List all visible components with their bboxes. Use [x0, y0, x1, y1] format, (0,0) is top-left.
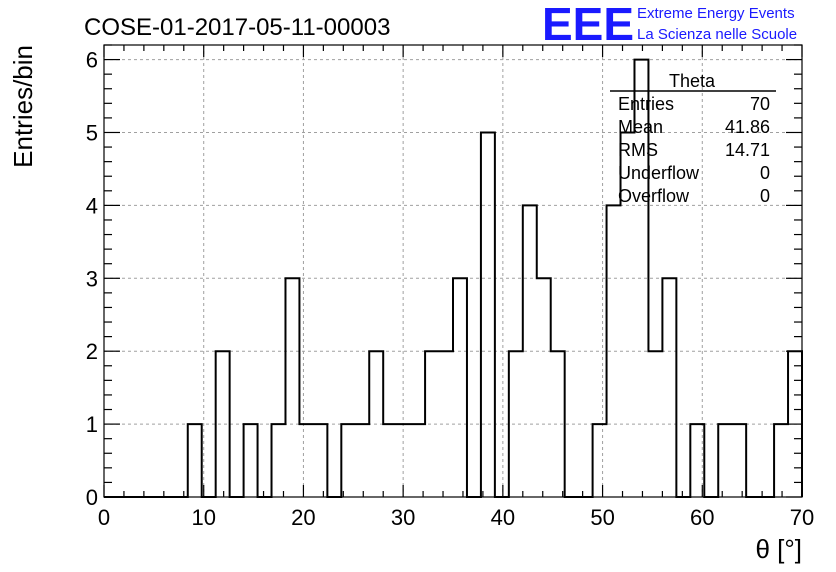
stats-row-label: RMS [618, 140, 658, 160]
y-tick-label: 2 [86, 339, 98, 364]
eee-logo: EEE [542, 0, 634, 50]
chart-title: COSE-01-2017-05-11-00003 [84, 14, 390, 41]
histogram-bin [718, 424, 732, 497]
histogram-bin [453, 278, 467, 497]
tick-labels: 0 10 20 30 40 50 60 70 0 1 2 3 4 5 6 [86, 48, 814, 530]
y-tick-label: 4 [86, 193, 98, 218]
x-tick-label: 60 [690, 505, 714, 530]
x-tick-label: 30 [391, 505, 415, 530]
histogram-bin [732, 424, 746, 497]
y-tick-label: 6 [86, 48, 98, 73]
stats-row-label: Mean [618, 117, 663, 137]
x-tick-label: 40 [491, 505, 515, 530]
x-tick-label: 70 [790, 505, 814, 530]
x-tick-label: 50 [590, 505, 614, 530]
histogram-bin [607, 205, 621, 497]
histogram-bin [313, 424, 327, 497]
histogram-bin [537, 278, 551, 497]
histogram-bin [397, 424, 411, 497]
histogram-bin [425, 351, 439, 497]
plot-frame [103, 44, 803, 498]
axis-ticks [103, 44, 803, 498]
histogram-bin [509, 351, 523, 497]
histogram-bin [439, 351, 453, 497]
histogram-bars [104, 58, 803, 498]
y-tick-label: 0 [86, 485, 98, 510]
x-tick-label: 10 [191, 505, 215, 530]
y-tick-label: 1 [86, 412, 98, 437]
stats-row-value: 0 [760, 186, 770, 206]
histogram-bin [383, 424, 397, 497]
histogram-bin [411, 424, 425, 497]
histogram-bin [648, 351, 662, 497]
stats-row-value: 41.86 [725, 117, 770, 137]
stats-row-label: Overflow [618, 186, 690, 206]
logo-subtitle-line2: La Scienza nelle Scuole [637, 26, 797, 43]
histogram-bin [341, 424, 355, 497]
histogram-bin [216, 351, 230, 497]
histogram-bin [272, 424, 286, 497]
histogram-bin [774, 424, 788, 497]
stats-box: Theta Entries 70 Mean 41.86 RMS 14.71 Underflo… [610, 71, 776, 206]
histogram-bin [523, 205, 537, 497]
histogram-bin [244, 424, 258, 497]
stats-row-label: Entries [618, 94, 674, 114]
y-tick-label: 3 [86, 266, 98, 291]
histogram-bin [662, 278, 676, 497]
stats-row-value: 70 [750, 94, 770, 114]
histogram-bin [355, 424, 369, 497]
histogram-bin [593, 424, 607, 497]
histogram-bin [188, 424, 202, 497]
logo-subtitle-line1: Extreme Energy Events [637, 5, 795, 22]
histogram-bin [299, 424, 313, 497]
stats-row-label: Underflow [618, 163, 700, 183]
histogram-outline [104, 58, 803, 498]
x-tick-label: 0 [98, 505, 110, 530]
y-axis-label: Entries/bin [8, 45, 38, 168]
y-tick-label: 5 [86, 120, 98, 145]
stats-title: Theta [669, 71, 716, 91]
histogram-bin [481, 132, 495, 497]
x-tick-label: 20 [291, 505, 315, 530]
histogram-bin [369, 351, 383, 497]
x-axis-label: θ [°] [755, 534, 802, 564]
stats-row-value: 14.71 [725, 140, 770, 160]
stats-row-value: 0 [760, 163, 770, 183]
histogram-bin [285, 278, 299, 497]
histogram-bin [551, 351, 565, 497]
